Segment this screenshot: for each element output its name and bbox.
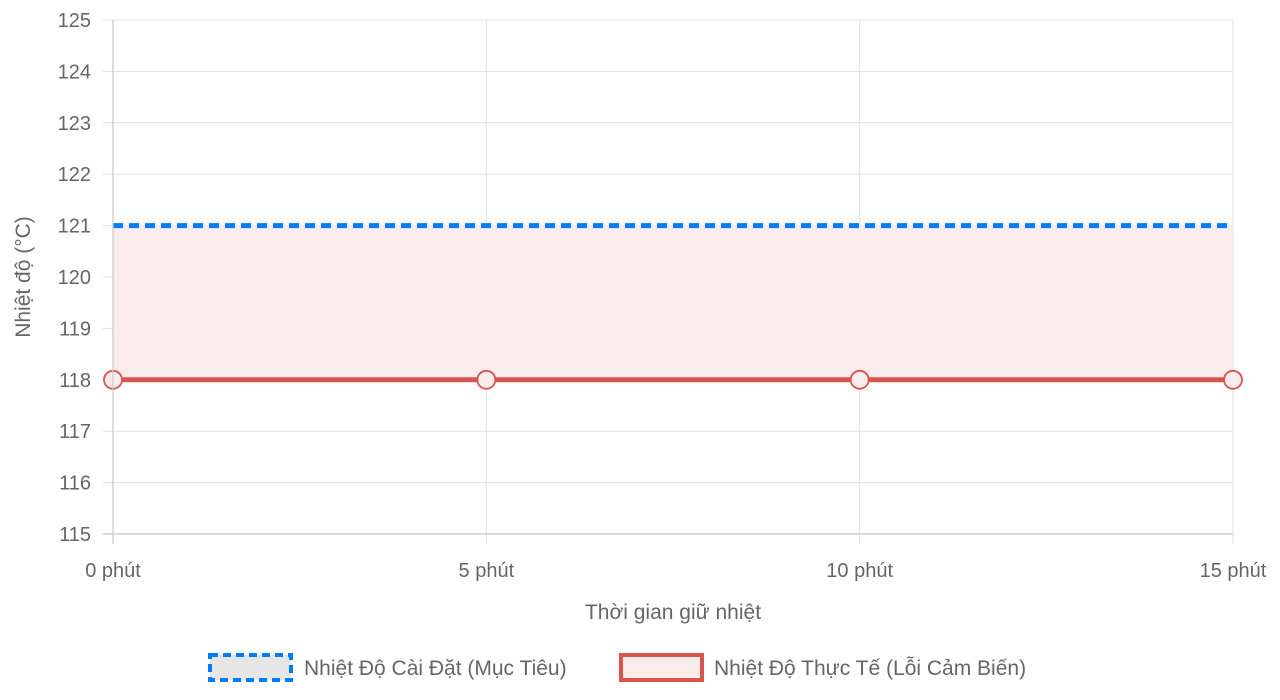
y-tick-label: 116	[59, 473, 91, 495]
x-tick-label: 15 phút	[1200, 560, 1267, 582]
legend[interactable]: Nhiệt Độ Cài Đặt (Mục Tiêu) Nhiệt Độ Thực…	[208, 653, 1026, 682]
legend-swatch-actual[interactable]	[619, 653, 704, 682]
y-tick-label: 125	[58, 10, 91, 32]
x-axis-title: Thời gian giữ nhiệt	[585, 601, 761, 624]
data-point-actual-temperature[interactable]	[476, 369, 497, 390]
fill-area-layer	[113, 225, 1233, 380]
axis-layer: 115 116 117 118 119 120 121 122 123 124 125 0 phút 5…	[58, 10, 1267, 582]
x-tick-label: 5 phút	[459, 560, 515, 582]
x-tick-label: 0 phút	[85, 560, 141, 582]
y-tick-label: 120	[58, 267, 91, 289]
x-tick-label: 10 phút	[826, 560, 893, 582]
y-tick-label: 115	[59, 524, 91, 546]
y-tick-label: 119	[59, 318, 91, 340]
y-tick-label: 123	[58, 113, 91, 135]
y-tick-label: 118	[59, 370, 91, 392]
data-point-actual-temperature[interactable]	[1223, 369, 1243, 390]
series-layer	[103, 223, 1243, 390]
y-tick-label: 117	[59, 421, 91, 443]
legend-swatch-target[interactable]	[208, 653, 293, 682]
fill-area-actual-temperature	[113, 225, 1233, 380]
legend-label-target[interactable]: Nhiệt Độ Cài Đặt (Mục Tiêu)	[304, 657, 567, 680]
y-axis-title: Nhiệt độ (°C)	[12, 216, 35, 338]
y-tick-label: 124	[58, 61, 91, 83]
y-tick-label: 122	[58, 164, 91, 186]
legend-label-actual[interactable]: Nhiệt Độ Thực Tế (Lỗi Cảm Biến)	[714, 657, 1026, 680]
data-point-actual-temperature[interactable]	[849, 369, 870, 390]
y-tick-label: 121	[58, 216, 91, 238]
